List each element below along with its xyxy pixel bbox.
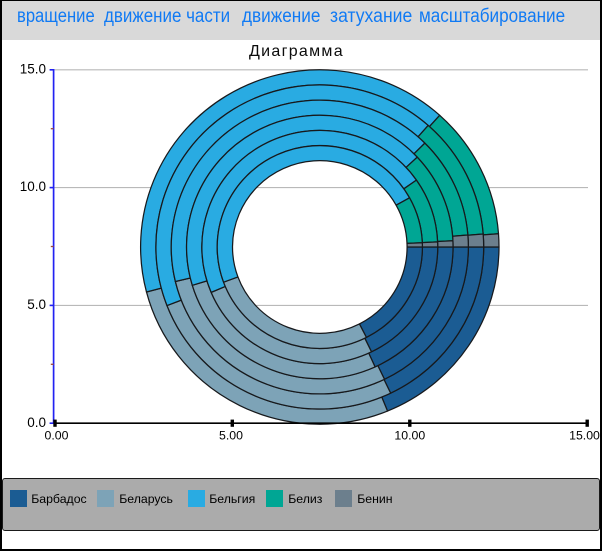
svg-text:10.00: 10.00 bbox=[394, 428, 425, 442]
svg-text:0.00: 0.00 bbox=[45, 428, 69, 442]
svg-text:15.0: 15.0 bbox=[20, 61, 46, 76]
svg-text:15.00: 15.00 bbox=[569, 428, 600, 442]
svg-text:5.0: 5.0 bbox=[27, 297, 46, 312]
svg-text:5.00: 5.00 bbox=[219, 428, 243, 442]
svg-text:10.0: 10.0 bbox=[20, 179, 46, 194]
svg-text:0.0: 0.0 bbox=[27, 415, 46, 430]
